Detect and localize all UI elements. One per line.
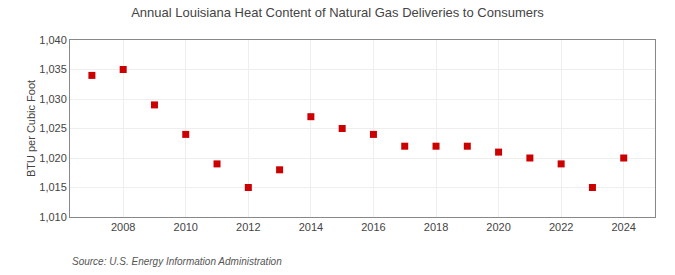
svg-text:1,015: 1,015 (39, 181, 67, 193)
svg-text:2018: 2018 (424, 221, 448, 233)
svg-text:2022: 2022 (549, 221, 573, 233)
svg-text:1,040: 1,040 (39, 34, 67, 46)
svg-text:2014: 2014 (299, 221, 323, 233)
svg-text:2016: 2016 (361, 221, 385, 233)
svg-text:2012: 2012 (236, 221, 260, 233)
svg-text:Source: U.S. Energy Informatio: Source: U.S. Energy Information Administ… (72, 256, 282, 267)
svg-text:2010: 2010 (174, 221, 198, 233)
svg-text:1,035: 1,035 (39, 63, 67, 75)
svg-text:1,020: 1,020 (39, 152, 67, 164)
svg-text:2024: 2024 (611, 221, 635, 233)
svg-text:BTU per Cubic Foot: BTU per Cubic Foot (25, 80, 37, 177)
svg-text:1,010: 1,010 (39, 211, 67, 223)
svg-text:2008: 2008 (111, 221, 135, 233)
svg-text:1,030: 1,030 (39, 93, 67, 105)
svg-text:2020: 2020 (486, 221, 510, 233)
svg-text:Annual Louisiana Heat Content: Annual Louisiana Heat Content of Natural… (131, 5, 544, 20)
svg-text:1,025: 1,025 (39, 122, 67, 134)
